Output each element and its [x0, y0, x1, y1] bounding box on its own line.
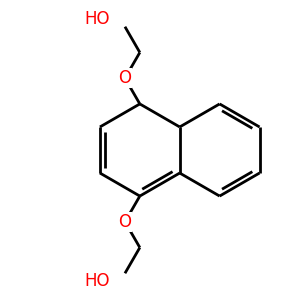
Text: O: O [118, 213, 131, 231]
Text: HO: HO [85, 272, 110, 290]
Text: HO: HO [85, 10, 110, 28]
Text: O: O [118, 69, 131, 87]
